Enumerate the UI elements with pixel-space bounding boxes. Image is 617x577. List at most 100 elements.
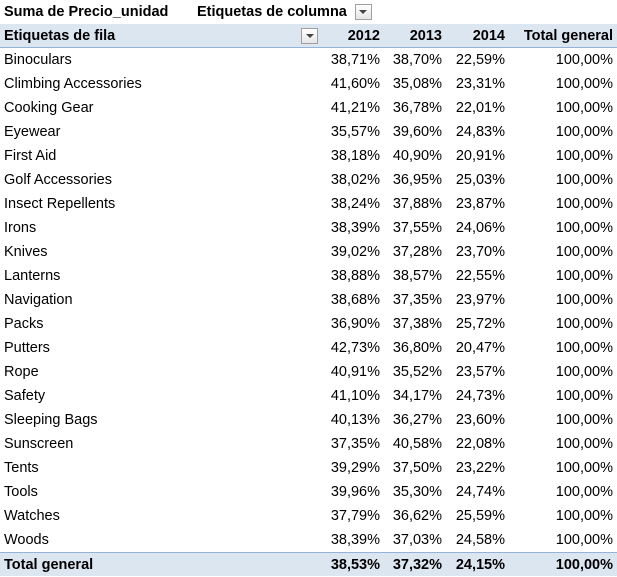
row-label[interactable]: Tools (4, 484, 38, 500)
row-label[interactable]: Binoculars (4, 52, 72, 68)
grand-total-2012[interactable]: 38,53% (330, 557, 380, 573)
value-2013[interactable]: 37,88% (392, 196, 442, 212)
value-total[interactable]: 100,00% (555, 436, 613, 452)
value-total[interactable]: 100,00% (555, 412, 613, 428)
value-2012[interactable]: 41,10% (330, 388, 380, 404)
value-2012[interactable]: 36,90% (330, 316, 380, 332)
column-header-2014[interactable]: 2014 (472, 28, 505, 44)
value-2014[interactable]: 24,58% (455, 532, 505, 548)
value-2012[interactable]: 38,24% (330, 196, 380, 212)
value-2012[interactable]: 38,68% (330, 292, 380, 308)
row-label[interactable]: Packs (4, 316, 44, 332)
row-label[interactable]: First Aid (4, 148, 57, 164)
value-2013[interactable]: 36,27% (392, 412, 442, 428)
value-2013[interactable]: 38,70% (392, 52, 442, 68)
row-filter-button[interactable] (301, 27, 318, 44)
value-total[interactable]: 100,00% (555, 292, 613, 308)
row-label[interactable]: Lanterns (4, 268, 61, 284)
value-2014[interactable]: 25,03% (455, 172, 505, 188)
row-label[interactable]: Cooking Gear (4, 100, 94, 116)
value-2013[interactable]: 35,08% (392, 76, 442, 92)
grand-total-label[interactable]: Total general (4, 557, 94, 573)
value-2014[interactable]: 23,31% (455, 76, 505, 92)
value-2014[interactable]: 22,55% (455, 268, 505, 284)
value-2014[interactable]: 22,08% (455, 436, 505, 452)
value-total[interactable]: 100,00% (555, 100, 613, 116)
value-2013[interactable]: 40,58% (392, 436, 442, 452)
row-label[interactable]: Insect Repellents (4, 196, 116, 212)
grand-total-total[interactable]: 100,00% (555, 557, 613, 573)
value-2014[interactable]: 23,57% (455, 364, 505, 380)
value-2012[interactable]: 37,79% (330, 508, 380, 524)
value-2013[interactable]: 36,95% (392, 172, 442, 188)
row-label[interactable]: Safety (4, 388, 46, 404)
value-2013[interactable]: 36,80% (392, 340, 442, 356)
value-total[interactable]: 100,00% (555, 388, 613, 404)
value-2012[interactable]: 41,21% (330, 100, 380, 116)
value-2012[interactable]: 40,91% (330, 364, 380, 380)
value-2013[interactable]: 37,55% (392, 220, 442, 236)
column-header-2012[interactable]: 2012 (347, 28, 380, 44)
value-total[interactable]: 100,00% (555, 460, 613, 476)
value-2013[interactable]: 37,35% (392, 292, 442, 308)
grand-total-2014[interactable]: 24,15% (455, 557, 505, 573)
value-total[interactable]: 100,00% (555, 532, 613, 548)
row-label[interactable]: Tents (4, 460, 39, 476)
value-2012[interactable]: 35,57% (330, 124, 380, 140)
value-total[interactable]: 100,00% (555, 316, 613, 332)
row-label[interactable]: Sleeping Bags (4, 412, 98, 428)
value-total[interactable]: 100,00% (555, 340, 613, 356)
value-2013[interactable]: 39,60% (392, 124, 442, 140)
value-total[interactable]: 100,00% (555, 52, 613, 68)
value-total[interactable]: 100,00% (555, 364, 613, 380)
value-field-label[interactable]: Suma de Precio_unidad (4, 4, 169, 20)
value-total[interactable]: 100,00% (555, 124, 613, 140)
value-2013[interactable]: 37,38% (392, 316, 442, 332)
value-total[interactable]: 100,00% (555, 220, 613, 236)
value-2014[interactable]: 23,60% (455, 412, 505, 428)
value-2012[interactable]: 38,88% (330, 268, 380, 284)
value-2012[interactable]: 39,29% (330, 460, 380, 476)
value-2012[interactable]: 41,60% (330, 76, 380, 92)
row-label[interactable]: Eyewear (4, 124, 61, 140)
row-label[interactable]: Knives (4, 244, 48, 260)
value-2014[interactable]: 23,22% (455, 460, 505, 476)
value-2014[interactable]: 20,91% (455, 148, 505, 164)
column-labels-header[interactable]: Etiquetas de columna (185, 0, 376, 24)
value-2012[interactable]: 39,96% (330, 484, 380, 500)
value-2013[interactable]: 36,78% (392, 100, 442, 116)
row-label[interactable]: Golf Accessories (4, 172, 112, 188)
value-2013[interactable]: 35,30% (392, 484, 442, 500)
value-total[interactable]: 100,00% (555, 244, 613, 260)
value-2014[interactable]: 24,06% (455, 220, 505, 236)
value-2013[interactable]: 40,90% (392, 148, 442, 164)
value-2012[interactable]: 37,35% (330, 436, 380, 452)
value-2013[interactable]: 34,17% (392, 388, 442, 404)
column-header-total[interactable]: Total general (523, 28, 613, 44)
value-2014[interactable]: 23,97% (455, 292, 505, 308)
value-2012[interactable]: 39,02% (330, 244, 380, 260)
value-total[interactable]: 100,00% (555, 508, 613, 524)
value-2014[interactable]: 25,72% (455, 316, 505, 332)
value-total[interactable]: 100,00% (555, 484, 613, 500)
value-2012[interactable]: 38,39% (330, 220, 380, 236)
value-2012[interactable]: 40,13% (330, 412, 380, 428)
row-label[interactable]: Woods (4, 532, 49, 548)
value-2012[interactable]: 38,39% (330, 532, 380, 548)
value-2013[interactable]: 35,52% (392, 364, 442, 380)
value-2014[interactable]: 22,01% (455, 100, 505, 116)
value-total[interactable]: 100,00% (555, 148, 613, 164)
value-total[interactable]: 100,00% (555, 196, 613, 212)
value-2013[interactable]: 37,28% (392, 244, 442, 260)
row-label[interactable]: Sunscreen (4, 436, 74, 452)
value-2014[interactable]: 24,74% (455, 484, 505, 500)
value-2014[interactable]: 23,87% (455, 196, 505, 212)
row-label[interactable]: Navigation (4, 292, 73, 308)
value-2013[interactable]: 38,57% (392, 268, 442, 284)
value-2012[interactable]: 42,73% (330, 340, 380, 356)
value-2014[interactable]: 22,59% (455, 52, 505, 68)
value-2012[interactable]: 38,18% (330, 148, 380, 164)
row-label[interactable]: Rope (4, 364, 39, 380)
value-total[interactable]: 100,00% (555, 172, 613, 188)
value-2012[interactable]: 38,71% (330, 52, 380, 68)
